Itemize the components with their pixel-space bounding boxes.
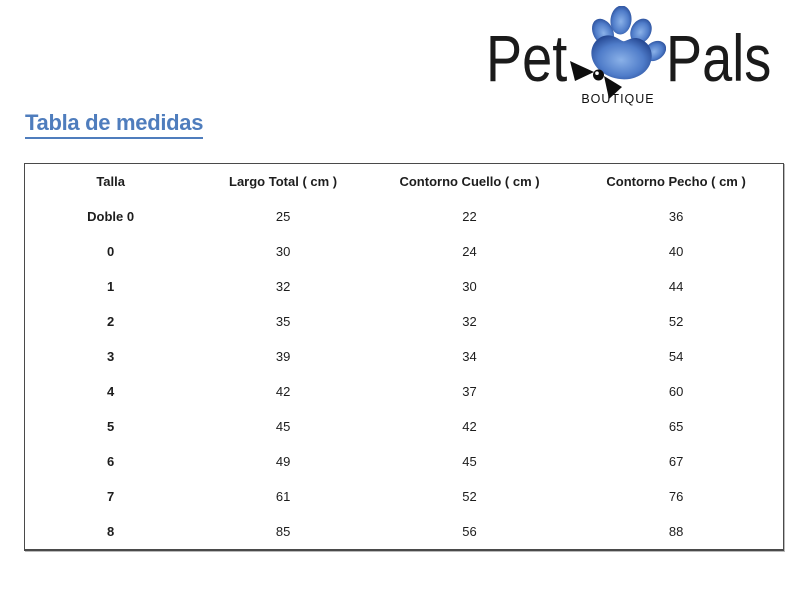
measure-cell: 44 [668,279,684,294]
page-title: Tabla de medidas [25,110,203,139]
column-header: Largo Total ( cm ) [229,174,338,189]
size-label-cell: Doble 0 [87,209,135,224]
size-label-cell: 4 [107,384,115,399]
measure-cell: 42 [275,384,291,399]
measure-cell: 45 [275,419,291,434]
column-header: Talla [96,174,125,189]
size-label-cell: 8 [107,524,115,539]
size-table-body: Doble 0 25 22 36 0 30 24 40 1 32 30 44 2 35 32 52 3 39 34 5… [25,199,784,550]
measure-cell: 56 [462,524,477,539]
measure-cell: 67 [668,454,684,469]
measure-cell: 40 [668,244,684,259]
measure-cell: 54 [668,349,684,364]
column-header: Contorno Cuello ( cm ) [399,174,540,189]
measure-cell: 42 [462,419,477,434]
size-label-cell: 2 [107,314,115,329]
logo-text-pet: Pet [486,21,568,95]
measure-cell: 39 [275,349,291,364]
table-row: 0 30 24 40 [25,234,784,269]
table-header-row: Talla Largo Total ( cm ) Contorno Cuello (… [25,164,784,200]
measure-cell: 49 [275,454,291,469]
measure-cell: 25 [275,209,291,224]
measure-cell: 45 [462,454,477,469]
size-table: Talla Largo Total ( cm ) Contorno Cuello (… [24,163,784,551]
measure-cell: 52 [668,314,684,329]
paw-with-bow-icon [570,6,666,99]
table-row: 6 49 45 67 [25,444,784,479]
table-row: 7 61 52 76 [25,479,784,514]
measure-cell: 65 [668,419,684,434]
measure-cell: 60 [668,384,684,399]
measure-cell: 30 [275,244,291,259]
measure-cell: 36 [668,209,684,224]
measure-cell: 34 [462,349,477,364]
size-label-cell: 0 [107,244,115,259]
logo-subtitle: BOUTIQUE [581,92,655,106]
measure-cell: 76 [668,489,684,504]
table-row: 4 42 37 60 [25,374,784,409]
measure-cell: 61 [275,489,291,504]
measure-cell: 30 [462,279,477,294]
size-label-cell: 1 [107,279,115,294]
size-label-cell: 3 [107,349,115,364]
measure-cell: 32 [462,314,477,329]
column-header: Contorno Pecho ( cm ) [606,174,746,189]
measure-cell: 88 [668,524,684,539]
table-row: Doble 0 25 22 36 [25,199,784,234]
measure-cell: 32 [275,279,291,294]
measure-cell: 24 [462,244,477,259]
size-table-head: Talla Largo Total ( cm ) Contorno Cuello (… [25,164,784,200]
measure-cell: 37 [462,384,477,399]
size-label-cell: 6 [107,454,115,469]
measure-cell: 22 [462,209,477,224]
measure-cell: 85 [275,524,291,539]
table-row: 8 85 56 88 [25,514,784,550]
table-row: 3 39 34 54 [25,339,784,374]
table-row: 1 32 30 44 [25,269,784,304]
size-label-cell: 5 [107,419,115,434]
measure-cell: 35 [275,314,291,329]
measure-cell: 52 [462,489,477,504]
table-row: 5 45 42 65 [25,409,784,444]
table-row: 2 35 32 52 [25,304,784,339]
size-label-cell: 7 [107,489,115,504]
logo: Pet Pals BOUTIQUE [480,4,790,110]
logo-text-pals: Pals [666,21,772,95]
